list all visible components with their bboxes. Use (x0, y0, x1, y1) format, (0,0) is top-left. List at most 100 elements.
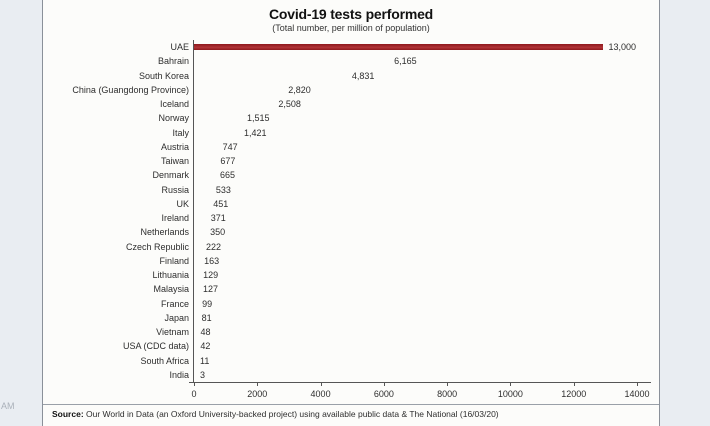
bar (194, 58, 389, 64)
value-label: 127 (203, 284, 219, 295)
bar-row: Italy 1,421 (172, 126, 636, 140)
bar-row: Austria 747 (161, 140, 636, 154)
category-label: Netherlands (140, 227, 189, 238)
category-label: South Korea (138, 70, 189, 81)
bar-row: Ireland 371 (161, 211, 636, 225)
bar-row: Taiwan 677 (161, 154, 636, 168)
x-tick-mark (447, 382, 449, 386)
bar-row: UK 451 (176, 197, 636, 211)
bar (194, 286, 198, 292)
bar (194, 215, 206, 221)
value-label: 371 (210, 213, 226, 224)
category-label: USA (CDC data) (122, 341, 189, 352)
bar-row: China (Guangdong Province) 2,820 (72, 83, 636, 97)
bar (194, 87, 283, 93)
category-label: China (Guangdong Province) (72, 84, 189, 95)
source-divider (43, 404, 659, 405)
x-tick-mark (510, 382, 512, 386)
value-label: 163 (204, 255, 220, 266)
bar (194, 187, 211, 193)
category-label: Denmark (152, 170, 189, 181)
bar-chart-plot-area: UAE 13,000 Bahrain 6,165 South Korea 4,831 Chi… (72, 40, 651, 399)
x-tick-mark (320, 382, 322, 386)
bar-highlighted (194, 44, 604, 51)
bar-row: Norway 1,515 (158, 111, 636, 125)
category-label: Iceland (159, 99, 189, 110)
value-label: 42 (200, 341, 211, 352)
source-label: Source: (52, 409, 84, 419)
x-tick-label: 14000 (624, 389, 650, 399)
value-label: 2,508 (278, 99, 301, 110)
value-label: 677 (220, 156, 236, 167)
category-label: Finland (159, 255, 189, 266)
value-label: 11 (200, 355, 210, 366)
bar (194, 372, 195, 378)
bar (194, 315, 197, 321)
source-line: Source: Our World in Data (an Oxford Uni… (52, 409, 499, 419)
bar-row: India 3 (169, 368, 636, 382)
category-label: France (160, 298, 189, 309)
bar-row: UAE 13,000 (170, 40, 636, 54)
category-label: Japan (164, 312, 189, 323)
value-label: 1,515 (246, 113, 270, 124)
category-label: Lithuania (152, 270, 189, 281)
bar (194, 158, 215, 164)
value-label: 99 (202, 298, 213, 309)
value-label: 81 (201, 312, 212, 323)
chart-panel: Covid-19 tests performed (Total number, … (42, 0, 660, 426)
bar (194, 272, 198, 278)
plot-rows: UAE 13,000 Bahrain 6,165 South Korea 4,831 Chi… (72, 40, 636, 382)
bar-row: Netherlands 350 (140, 225, 636, 239)
x-axis-line (189, 382, 651, 383)
value-label: 129 (203, 270, 219, 281)
bar (194, 130, 239, 136)
category-label: Norway (158, 113, 189, 124)
x-tick-mark (383, 382, 385, 386)
category-label: UAE (170, 42, 189, 53)
bar-row: Japan 81 (164, 311, 636, 325)
bar-row: France 99 (161, 297, 636, 311)
x-tick-label: 4000 (310, 389, 331, 399)
bar (194, 329, 196, 335)
bar (194, 343, 195, 349)
category-label: Czech Republic (125, 241, 189, 252)
bar-row: USA (CDC data) 42 (123, 339, 636, 353)
category-label: India (169, 369, 189, 380)
x-tick-label: 12000 (561, 389, 587, 399)
category-label: UK (176, 198, 189, 209)
chart-subtitle: (Total number, per million of population… (272, 23, 430, 33)
value-label: 3 (200, 369, 206, 380)
corner-watermark: AM (1, 401, 15, 411)
value-label: 48 (200, 327, 211, 338)
category-label: Taiwan (160, 156, 189, 167)
bar (194, 229, 205, 235)
bar (194, 101, 273, 107)
value-label: 222 (206, 241, 222, 252)
category-label: Bahrain (157, 56, 189, 67)
category-label: Vietnam (156, 327, 189, 338)
category-label: Malaysia (153, 284, 189, 295)
x-tick-label: 2000 (247, 389, 268, 399)
x-tick-mark (194, 382, 195, 386)
value-label: 747 (222, 141, 238, 152)
category-label: Ireland (161, 213, 189, 224)
bar-row: Czech Republic 222 (126, 240, 636, 254)
bar (194, 201, 208, 207)
bar (194, 73, 347, 79)
x-tick-label: 8000 (437, 389, 458, 399)
bar-row: South Korea 4,831 (139, 69, 636, 83)
value-label: 2,820 (288, 84, 311, 95)
bar-row: Vietnam 48 (156, 325, 636, 339)
x-tick-mark (637, 382, 638, 386)
x-tick-label: 0 (191, 389, 197, 399)
x-tick-mark (573, 382, 575, 386)
bar-row: Lithuania 129 (152, 268, 636, 282)
value-label: 533 (215, 184, 231, 195)
source-text: Our World in Data (an Oxford University-… (83, 409, 499, 419)
bar-row: Russia 533 (161, 183, 636, 197)
value-label: 4,831 (351, 70, 375, 81)
bar (194, 301, 197, 307)
category-label: Italy (172, 127, 189, 138)
bar-row: Iceland 2,508 (160, 97, 636, 111)
